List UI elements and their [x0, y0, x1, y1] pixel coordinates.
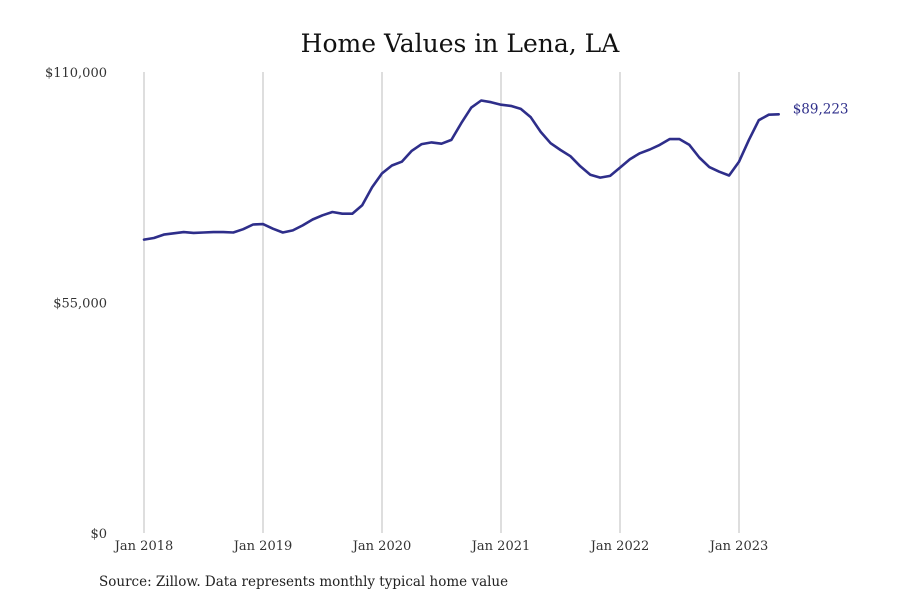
x-tick-label: Jan 2022 [589, 539, 650, 554]
source-note: Source: Zillow. Data represents monthly … [99, 574, 508, 590]
x-axis-ticks: Jan 2018 Jan 2019 Jan 2020 Jan 2021 Jan 2022… [113, 539, 769, 554]
x-tick-label: Jan 2019 [232, 539, 293, 554]
y-tick-label: $110,000 [45, 66, 107, 81]
y-tick-label: $0 [90, 527, 107, 542]
vertical-gridlines [143, 72, 740, 533]
chart-title: Home Values in Lena, LA [301, 29, 621, 58]
series-group [142, 99, 780, 241]
x-tick-label: Jan 2018 [113, 539, 174, 554]
last-value-label: $89,223 [793, 101, 849, 117]
x-tick-label: Jan 2023 [708, 539, 769, 554]
y-tick-label: $55,000 [53, 297, 107, 312]
y-axis-ticks: $0 $55,000 $110,000 [45, 66, 107, 542]
x-tick-label: Jan 2021 [470, 539, 531, 554]
x-tick-label: Jan 2020 [351, 539, 412, 554]
home-value-line [142, 99, 780, 241]
